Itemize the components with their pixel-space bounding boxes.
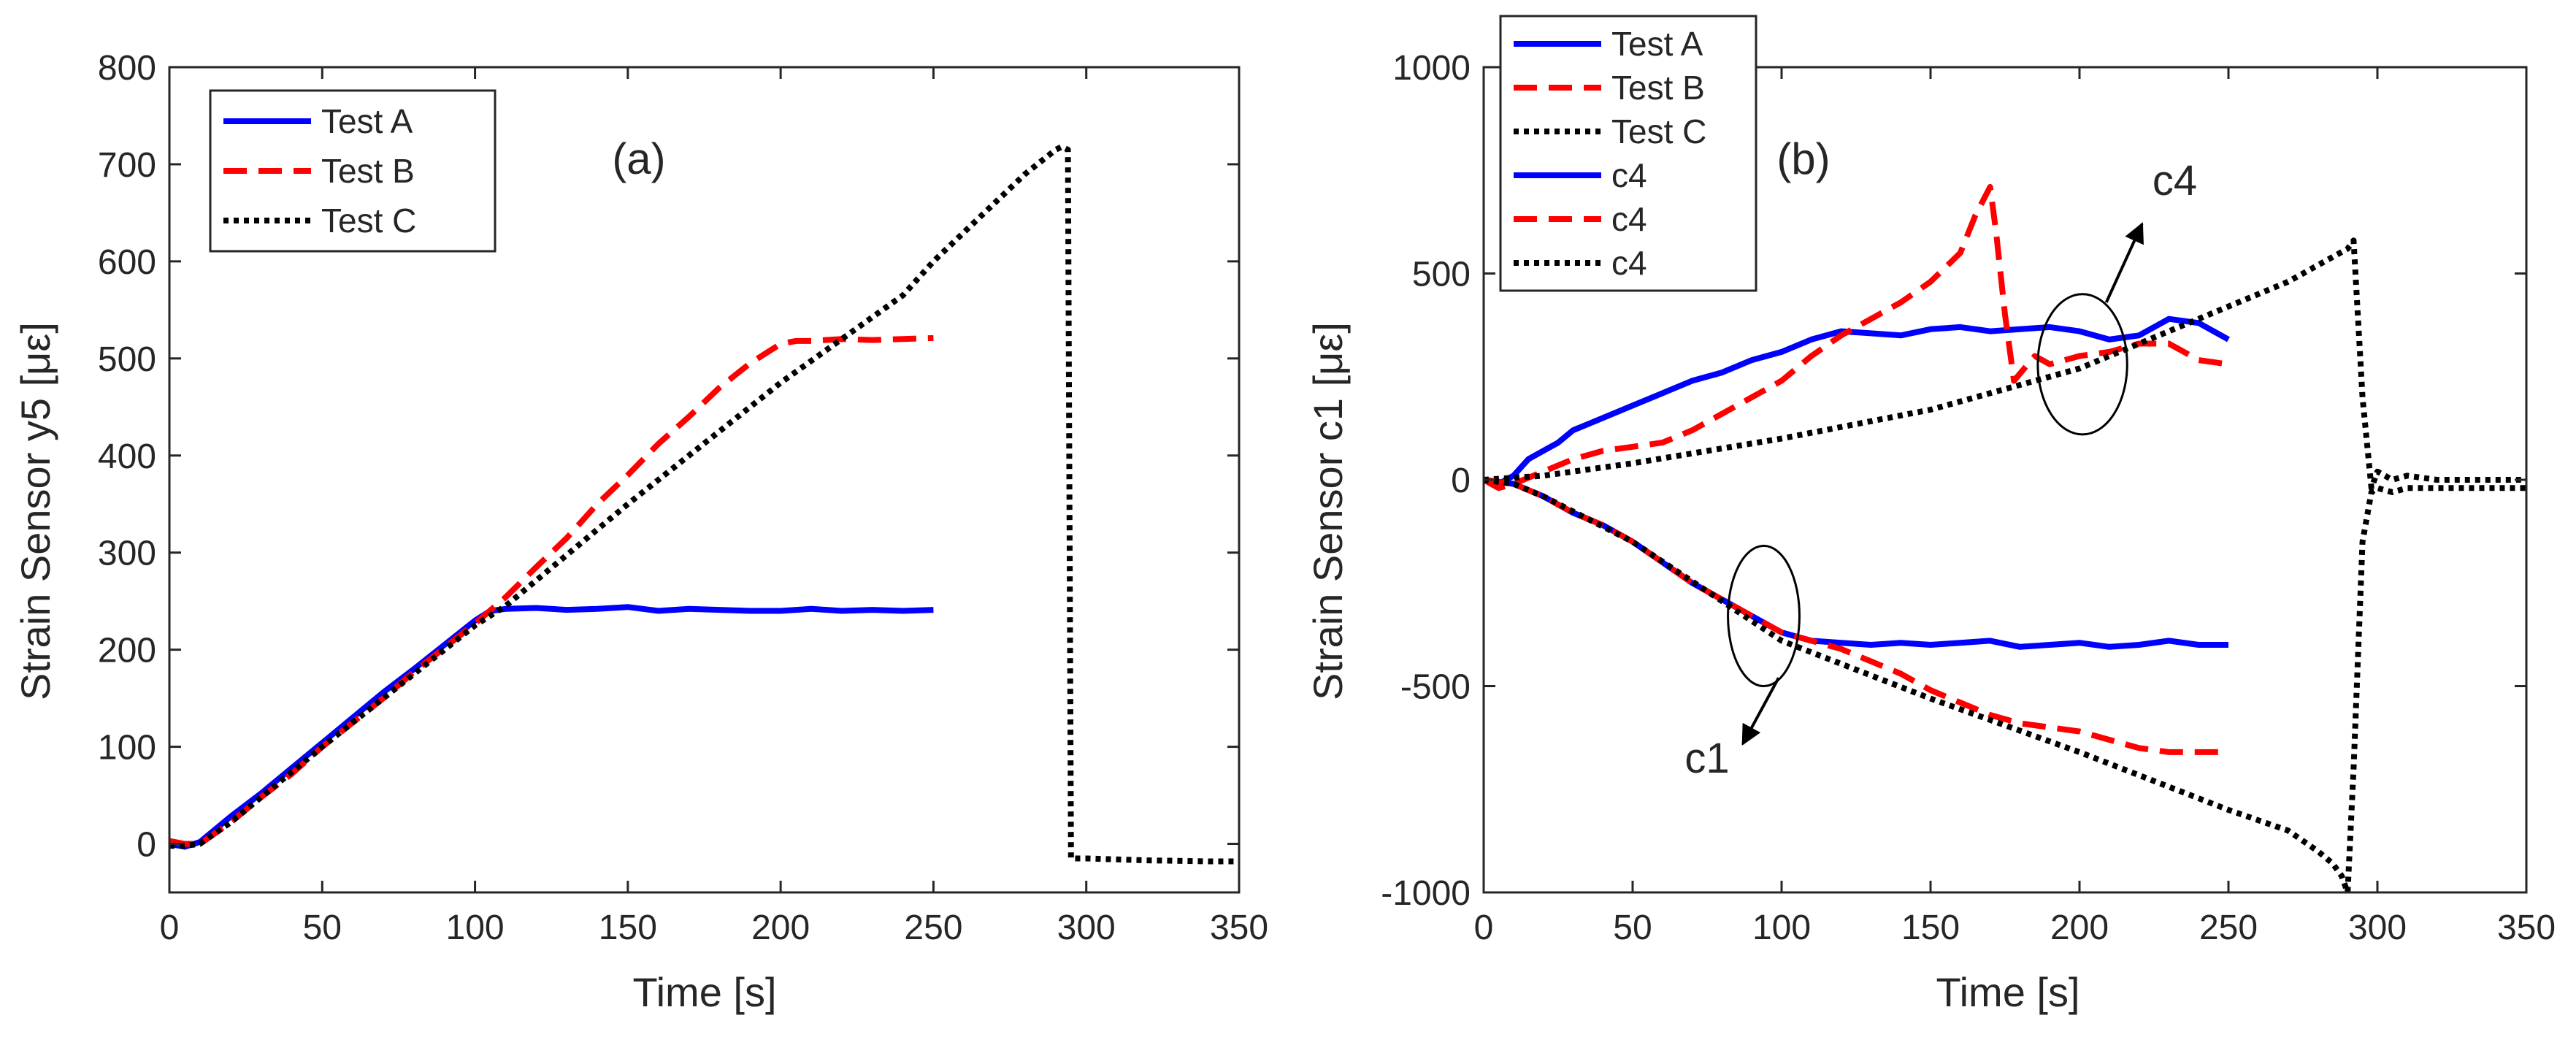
x-tick-label: 200 — [751, 908, 810, 947]
y-tick-label: 300 — [98, 535, 156, 573]
legend-box — [1499, 15, 1757, 292]
axes-frame — [168, 66, 1241, 894]
legend: Test A Test B Test C c4 c4 c4 — [1499, 15, 1757, 292]
annotation-ellipse-0 — [2036, 293, 2128, 436]
legend-entry-label: c4 — [1611, 156, 1647, 194]
x-tick-label: 100 — [446, 908, 505, 947]
legend-entry-label: Test A — [321, 102, 413, 140]
series-line-test-a-0 — [1484, 315, 2230, 487]
legend-entry-label: Test C — [1611, 112, 1706, 150]
y-tick-label: 800 — [98, 49, 156, 88]
series-group — [169, 144, 1239, 865]
annotation-arrow-c1 — [1741, 677, 1780, 746]
y-tick-label: 200 — [98, 632, 156, 670]
x-tick-label: 300 — [1057, 908, 1116, 947]
panel-a-ylabel: Strain Sensor y5 [με] — [12, 322, 58, 700]
panel-b-label: (b) — [1776, 134, 1830, 183]
panel-a-xlabel: Time [s] — [632, 969, 776, 1015]
x-tick-label: 0 — [1474, 908, 1494, 947]
legend-entry-label: c4 — [1611, 200, 1647, 238]
y-tick-label: 0 — [1451, 462, 1471, 500]
x-tick-label: 0 — [160, 908, 180, 947]
legend-entry-label: Test C — [321, 202, 416, 240]
annotation-arrow-c4 — [2104, 222, 2144, 303]
x-tick-label: 50 — [303, 908, 342, 947]
series-line-test-b-1 — [1484, 183, 2229, 491]
x-tick-label: 250 — [2199, 908, 2258, 947]
y-tick-label: 1000 — [1392, 49, 1471, 88]
y-tick-label: 400 — [98, 437, 156, 476]
legend-entry-label: c4 — [1611, 244, 1647, 282]
x-tick-label: 350 — [2497, 908, 2556, 947]
series-line-c4-5 — [1484, 477, 2526, 892]
x-tick-label: 350 — [1210, 908, 1268, 947]
panel-b-ylabel: Strain Sensor c1 [με] — [1305, 322, 1351, 700]
legend-entry-label: Test B — [1611, 69, 1705, 107]
x-tick-label: 300 — [2348, 908, 2407, 947]
chart-panel-a: (a) Time [s] Strain Sensor y5 [με] 0 50 10… — [12, 49, 1268, 1015]
series-group — [1484, 183, 2526, 892]
annotation-label-c1: c1 — [1684, 735, 1729, 782]
panel-b-xlabel: Time [s] — [1936, 969, 2079, 1015]
legend-entry-label: Test A — [1611, 25, 1703, 63]
y-tick-label: 700 — [98, 146, 156, 185]
y-tick-label: 500 — [1412, 256, 1471, 294]
series-line-test-c-2 — [1484, 237, 2526, 491]
y-tick-label: -500 — [1400, 668, 1471, 707]
annotation-ellipse-1 — [1727, 544, 1801, 688]
panel-a-label: (a) — [612, 134, 665, 183]
x-tick-label: 200 — [2050, 908, 2109, 947]
y-tick-label: -1000 — [1381, 874, 1471, 913]
x-tick-label: 150 — [599, 908, 657, 947]
x-tick-label: 50 — [1613, 908, 1652, 947]
legend-entry-label: Test B — [321, 152, 415, 190]
annotation-label-c4: c4 — [2153, 157, 2197, 204]
x-tick-label: 250 — [904, 908, 962, 947]
y-tick-label: 600 — [98, 243, 156, 282]
x-tick-label: 100 — [1752, 908, 1811, 947]
y-tick-label: 500 — [98, 340, 156, 379]
series-line-test-a-0 — [169, 604, 934, 850]
legend: Test A Test B Test C — [209, 89, 497, 253]
legend-box — [209, 89, 497, 253]
y-tick-label: 100 — [98, 729, 156, 768]
series-line-c4-4 — [1484, 477, 2228, 755]
y-tick-label: 0 — [137, 826, 156, 865]
x-tick-label: 150 — [1901, 908, 1960, 947]
chart-panel-b: (b) Time [s] Strain Sensor c1 [με] c4 c1 0… — [1305, 15, 2556, 1015]
series-line-test-c-2 — [169, 144, 1239, 865]
